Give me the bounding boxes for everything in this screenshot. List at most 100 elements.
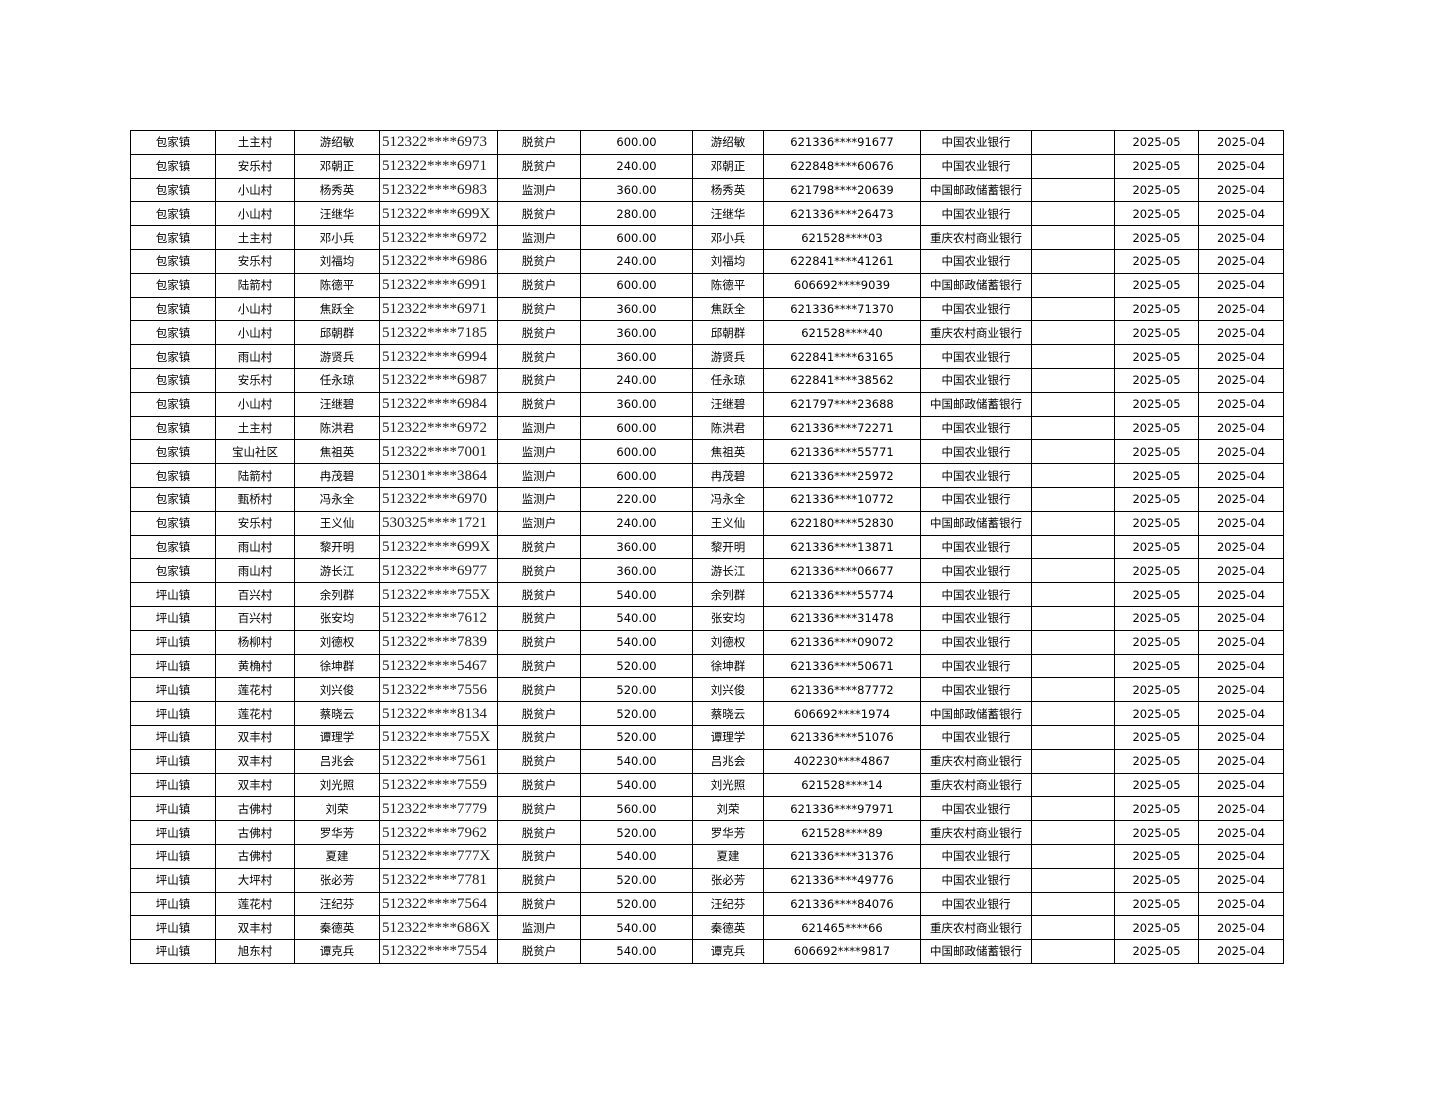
cell-period-month: 2025-04 — [1198, 653, 1284, 679]
cell-village: 双丰村 — [215, 915, 295, 941]
cell-town: 坪山镇 — [130, 915, 216, 941]
cell-name: 焦跃全 — [294, 296, 380, 322]
cell-account-number: 621336****25972 — [763, 463, 921, 488]
cell-name: 游绍敏 — [294, 130, 380, 155]
table-row: 包家镇 小山村 焦跃全 512322****6971 脱贫户 360.00 焦跃全 62133… — [130, 296, 1284, 322]
cell-bank: 重庆农村商业银行 — [920, 225, 1032, 250]
cell-name: 游长江 — [294, 558, 380, 584]
cell-amount: 540.00 — [580, 772, 693, 798]
cell-id-number: 512322****6972 — [379, 225, 498, 250]
cell-period-month: 2025-04 — [1198, 820, 1284, 845]
cell-town: 包家镇 — [130, 296, 216, 322]
cell-town: 包家镇 — [130, 272, 216, 298]
cell-bank: 中国农业银行 — [920, 344, 1032, 369]
cell-blank — [1031, 724, 1115, 750]
cell-id-number: 512322****6991 — [379, 272, 498, 298]
cell-bank: 中国农业银行 — [920, 367, 1032, 393]
cell-name: 刘光照 — [294, 772, 380, 798]
cell-issue-month: 2025-05 — [1114, 939, 1199, 964]
cell-amount: 600.00 — [580, 415, 693, 441]
cell-name: 刘兴俊 — [294, 677, 380, 703]
cell-blank — [1031, 439, 1115, 465]
cell-amount: 360.00 — [580, 558, 693, 584]
cell-blank — [1031, 486, 1115, 512]
cell-bank: 重庆农村商业银行 — [920, 915, 1032, 941]
cell-village: 小山村 — [215, 296, 295, 322]
cell-account-number: 621465****66 — [763, 915, 921, 941]
cell-household-type: 脱贫户 — [497, 391, 581, 417]
cell-household-type: 脱贫户 — [497, 677, 581, 703]
cell-amount: 540.00 — [580, 915, 693, 941]
cell-name: 游贤兵 — [294, 344, 380, 369]
cell-name: 谭理学 — [294, 724, 380, 750]
cell-blank — [1031, 891, 1115, 917]
cell-name: 刘荣 — [294, 796, 380, 822]
cell-name: 罗华芳 — [294, 820, 380, 845]
cell-bank: 中国农业银行 — [920, 843, 1032, 869]
cell-period-month: 2025-04 — [1198, 748, 1284, 774]
cell-account-number: 621336****49776 — [763, 867, 921, 893]
cell-village: 莲花村 — [215, 701, 295, 726]
cell-village: 小山村 — [215, 391, 295, 417]
cell-bank: 中国农业银行 — [920, 867, 1032, 893]
cell-town: 包家镇 — [130, 463, 216, 488]
cell-name: 余列群 — [294, 582, 380, 607]
cell-bank: 中国农业银行 — [920, 463, 1032, 488]
cell-period-month: 2025-04 — [1198, 629, 1284, 655]
cell-bank: 中国农业银行 — [920, 534, 1032, 560]
cell-village: 小山村 — [215, 320, 295, 346]
cell-issue-month: 2025-05 — [1114, 415, 1199, 441]
cell-id-number: 512322****7781 — [379, 867, 498, 893]
cell-id-number: 512322****6987 — [379, 367, 498, 393]
cell-name: 汪纪芬 — [294, 891, 380, 917]
cell-name: 刘德权 — [294, 629, 380, 655]
cell-blank — [1031, 320, 1115, 346]
cell-amount: 540.00 — [580, 939, 693, 964]
cell-bank: 中国农业银行 — [920, 296, 1032, 322]
cell-household-type: 监测户 — [497, 177, 581, 203]
cell-name: 焦祖英 — [294, 439, 380, 465]
cell-name: 徐坤群 — [294, 653, 380, 679]
table-row: 包家镇 雨山村 黎开明 512322****699X 脱贫户 360.00 黎开明 62133… — [130, 534, 1284, 560]
cell-name: 冉茂碧 — [294, 463, 380, 488]
cell-amount: 520.00 — [580, 701, 693, 726]
cell-issue-month: 2025-05 — [1114, 867, 1199, 893]
table-row: 坪山镇 古佛村 夏建 512322****777X 脱贫户 540.00 夏建 621336*… — [130, 843, 1284, 869]
cell-household-type: 脱贫户 — [497, 843, 581, 869]
cell-name: 邓朝正 — [294, 153, 380, 179]
cell-period-month: 2025-04 — [1198, 153, 1284, 179]
cell-id-number: 512322****6977 — [379, 558, 498, 584]
cell-bank: 中国农业银行 — [920, 486, 1032, 512]
cell-blank — [1031, 272, 1115, 298]
cell-issue-month: 2025-05 — [1114, 534, 1199, 560]
cell-household-type: 监测户 — [497, 486, 581, 512]
cell-issue-month: 2025-05 — [1114, 439, 1199, 465]
cell-issue-month: 2025-05 — [1114, 201, 1199, 227]
table-row: 坪山镇 黄桷村 徐坤群 512322****5467 脱贫户 520.00 徐坤群 62133… — [130, 653, 1284, 679]
cell-payee: 邓朝正 — [692, 153, 764, 179]
table-row: 坪山镇 旭东村 谭克兵 512322****7554 脱贫户 540.00 谭克兵 60669… — [130, 939, 1284, 964]
table-row: 包家镇 甄桥村 冯永全 512322****6970 监测户 220.00 冯永全 62133… — [130, 486, 1284, 512]
table-row: 包家镇 宝山社区 焦祖英 512322****7001 监测户 600.00 焦祖英 6213… — [130, 439, 1284, 465]
cell-name: 黎开明 — [294, 534, 380, 560]
table-row: 坪山镇 莲花村 蔡晓云 512322****8134 脱贫户 520.00 蔡晓云 60669… — [130, 701, 1284, 726]
cell-household-type: 脱贫户 — [497, 653, 581, 679]
cell-account-number: 606692****9817 — [763, 939, 921, 964]
cell-payee: 游绍敏 — [692, 130, 764, 155]
cell-blank — [1031, 510, 1115, 536]
cell-amount: 540.00 — [580, 582, 693, 607]
cell-bank: 中国农业银行 — [920, 201, 1032, 227]
cell-id-number: 512322****755X — [379, 582, 498, 607]
cell-payee: 焦祖英 — [692, 439, 764, 465]
cell-village: 陆箭村 — [215, 463, 295, 488]
cell-town: 包家镇 — [130, 201, 216, 227]
cell-village: 安乐村 — [215, 153, 295, 179]
cell-id-number: 512322****7001 — [379, 439, 498, 465]
cell-period-month: 2025-04 — [1198, 439, 1284, 465]
table-row: 包家镇 安乐村 刘福均 512322****6986 脱贫户 240.00 刘福均 62284… — [130, 248, 1284, 274]
cell-period-month: 2025-04 — [1198, 130, 1284, 155]
cell-town: 包家镇 — [130, 320, 216, 346]
cell-issue-month: 2025-05 — [1114, 629, 1199, 655]
cell-payee: 邱朝群 — [692, 320, 764, 346]
cell-account-number: 622841****41261 — [763, 248, 921, 274]
